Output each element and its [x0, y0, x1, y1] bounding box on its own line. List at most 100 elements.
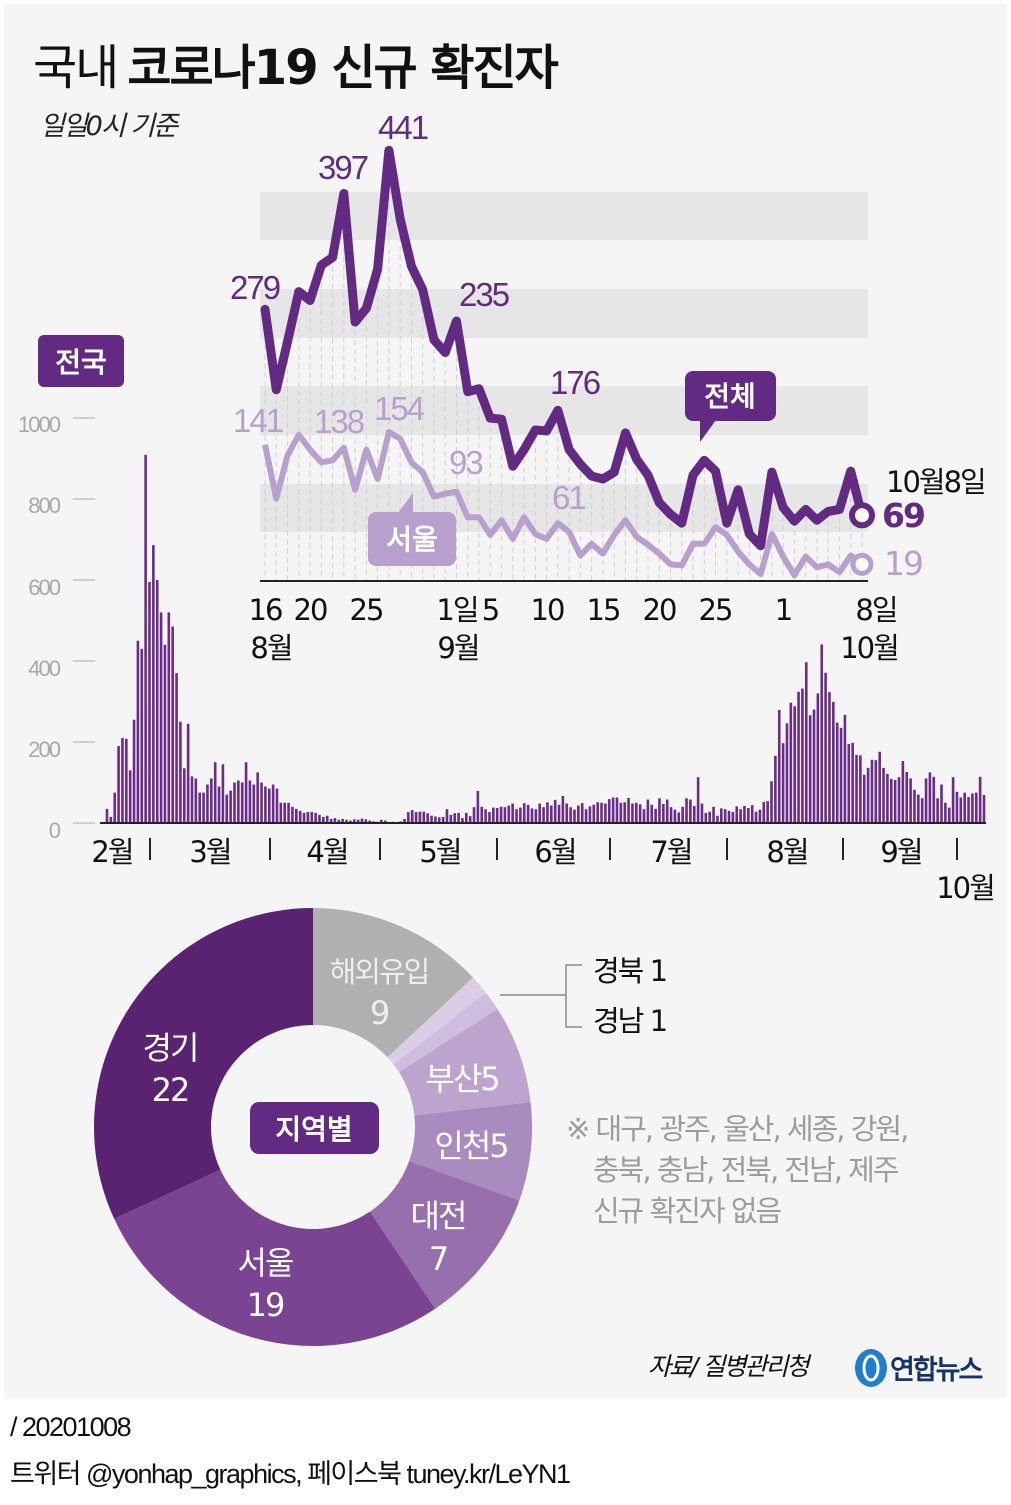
bar	[275, 788, 279, 823]
bar	[631, 803, 634, 823]
bar	[638, 804, 642, 823]
bar	[677, 812, 681, 823]
title-light: 국내	[33, 40, 117, 96]
title-bold: 코로나19 신규 확진자	[127, 40, 558, 96]
bar	[233, 782, 236, 823]
bar	[754, 811, 758, 823]
bar	[569, 807, 572, 823]
bar	[499, 806, 503, 823]
bar	[623, 802, 627, 823]
bar	[186, 723, 190, 823]
bar	[132, 719, 136, 823]
callout-total: 전체	[685, 371, 776, 442]
x-month-label: 4월	[306, 835, 347, 869]
bar	[719, 808, 723, 823]
bar	[642, 809, 646, 823]
bar	[341, 818, 344, 823]
line-chart: 279 397 441 235 176 141 138 154 93 61 전체…	[230, 109, 987, 665]
bar	[206, 784, 209, 823]
bar	[329, 818, 333, 823]
bar	[847, 744, 851, 823]
end-value-seoul: 19	[884, 544, 922, 583]
x-tick-label: 25	[699, 593, 732, 627]
bar	[530, 808, 534, 823]
bar	[913, 789, 916, 823]
nationwide-badge	[38, 335, 124, 387]
bar	[920, 798, 924, 823]
donut-slice	[398, 1008, 531, 1116]
bar	[449, 814, 453, 823]
bar	[685, 798, 688, 823]
end-value-total: 69	[882, 496, 924, 535]
bar	[225, 794, 229, 823]
bar	[368, 820, 372, 823]
nationwide-label: 전국	[55, 346, 107, 379]
bar	[774, 755, 777, 823]
bar	[777, 710, 781, 823]
bar	[310, 812, 314, 823]
bar	[121, 737, 124, 823]
bar	[801, 688, 804, 823]
bar	[461, 818, 464, 823]
bar	[758, 809, 762, 823]
bar	[256, 772, 259, 823]
bar	[314, 812, 317, 823]
grid-band	[260, 192, 868, 240]
bar	[349, 820, 352, 823]
bar	[155, 580, 159, 823]
callout-seoul: 서울	[368, 493, 456, 566]
bar	[468, 816, 472, 823]
bar	[901, 761, 905, 823]
bar	[646, 799, 650, 823]
bar	[747, 808, 750, 823]
bar	[619, 802, 623, 823]
x-tick-label: 20	[294, 593, 327, 627]
bar	[542, 807, 545, 823]
bar	[383, 820, 387, 823]
bar	[607, 799, 611, 823]
bar	[627, 797, 630, 823]
bar	[352, 819, 356, 823]
bar	[318, 814, 321, 823]
bar	[515, 809, 518, 823]
bar	[437, 817, 441, 823]
bar	[673, 809, 677, 823]
bar	[179, 721, 182, 823]
bar	[785, 723, 789, 823]
bar	[604, 803, 607, 823]
bar	[113, 792, 117, 823]
x-month-label: 10월	[936, 871, 994, 905]
bar	[182, 768, 186, 823]
bar	[213, 762, 217, 823]
bar	[511, 803, 514, 823]
x-tick-label: 15	[587, 593, 620, 627]
donut-slice	[94, 908, 313, 1219]
bar	[897, 777, 901, 823]
bar	[302, 812, 306, 823]
series-line-total	[260, 145, 867, 551]
note: ※ 대구, 광주, 울산, 세종, 강원, 충북, 충남, 전북, 전남, 제주…	[566, 1112, 909, 1228]
bar	[480, 806, 484, 823]
bar	[654, 808, 657, 823]
bar	[476, 791, 480, 823]
bar	[325, 815, 329, 823]
bar	[287, 802, 290, 823]
bar	[940, 784, 943, 823]
slice-label: 해외유입	[330, 955, 429, 989]
bar	[839, 727, 843, 823]
bar	[503, 807, 507, 823]
infographic-canvas: 국내 코로나19 신규 확진자 일일0시 기준 279 397 441 235 1…	[18, 40, 996, 1387]
x-tick-label: 5	[482, 593, 498, 627]
bar	[835, 722, 839, 823]
bar	[148, 582, 151, 823]
bar	[322, 816, 325, 823]
bar	[144, 454, 147, 823]
slice-label: 대전	[411, 1197, 466, 1235]
x-month-label: 5월	[419, 835, 460, 869]
bar	[832, 701, 835, 823]
bar	[128, 770, 132, 823]
series-line-seoul	[262, 428, 864, 579]
bar	[271, 784, 275, 823]
bar	[924, 778, 928, 823]
bar	[561, 795, 565, 823]
